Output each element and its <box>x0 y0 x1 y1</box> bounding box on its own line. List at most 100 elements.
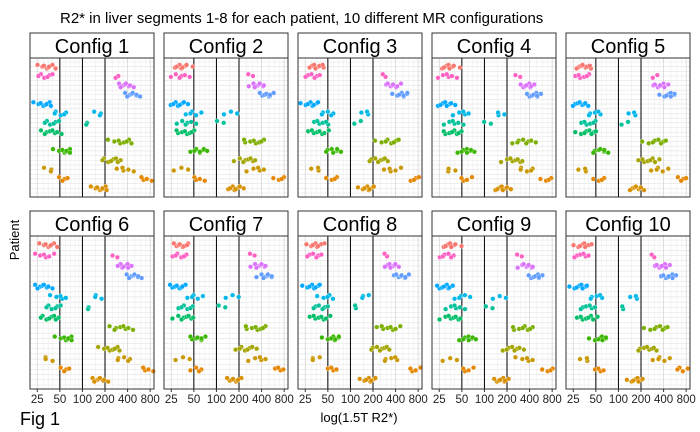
data-point <box>245 71 251 77</box>
data-point <box>279 176 285 182</box>
data-point <box>524 91 530 97</box>
data-point <box>572 129 578 135</box>
data-point <box>173 71 179 77</box>
data-point <box>222 304 228 310</box>
data-point <box>65 175 71 181</box>
data-point <box>464 150 470 156</box>
data-point <box>454 357 460 363</box>
data-point <box>83 122 89 128</box>
data-point <box>393 168 399 173</box>
data-point <box>114 166 120 172</box>
x-axis-label: log(1.5T R2*) <box>320 410 397 425</box>
data-point <box>680 368 686 374</box>
data-point <box>323 175 329 181</box>
data-point <box>665 324 670 330</box>
data-point <box>530 264 536 270</box>
data-point <box>100 157 105 163</box>
data-point <box>333 367 339 372</box>
data-point <box>53 317 59 322</box>
data-point <box>312 75 318 81</box>
data-point <box>46 316 52 322</box>
data-point <box>61 111 67 117</box>
data-point <box>636 348 641 353</box>
data-point <box>223 295 229 301</box>
data-point <box>38 315 44 321</box>
data-point <box>258 139 264 144</box>
data-point <box>145 367 151 372</box>
data-point <box>587 63 593 69</box>
data-point <box>139 275 145 281</box>
data-point <box>641 187 647 193</box>
data-point <box>137 94 143 99</box>
data-point <box>117 348 122 353</box>
data-point <box>384 344 390 350</box>
data-point <box>131 84 137 90</box>
data-point <box>444 103 450 109</box>
data-point <box>97 375 103 381</box>
data-point <box>382 358 388 364</box>
data-point <box>661 358 667 364</box>
data-point <box>243 323 249 329</box>
data-point <box>94 184 100 190</box>
data-point <box>660 327 666 333</box>
data-point <box>244 168 249 174</box>
data-point <box>105 379 111 385</box>
data-point <box>319 335 325 340</box>
data-point <box>658 140 664 146</box>
data-point <box>401 93 407 99</box>
data-point <box>435 75 441 81</box>
data-point <box>363 377 369 383</box>
data-point <box>174 283 180 289</box>
data-point <box>448 254 454 260</box>
data-point <box>91 109 97 115</box>
data-point <box>593 128 599 134</box>
data-point <box>125 265 131 271</box>
data-point <box>315 99 321 105</box>
panel: Config 8 25 50 100 200 400 800 <box>297 210 428 406</box>
data-point <box>174 64 180 70</box>
data-point <box>683 175 689 181</box>
data-point <box>584 283 590 289</box>
data-point <box>580 285 586 291</box>
data-point <box>635 157 641 163</box>
data-point <box>509 140 515 146</box>
data-point <box>441 284 447 290</box>
data-point <box>311 313 317 319</box>
data-point <box>326 127 332 133</box>
data-point <box>500 187 506 193</box>
data-point <box>514 139 520 145</box>
data-point <box>446 166 452 172</box>
data-point <box>305 101 311 107</box>
data-point <box>665 166 671 172</box>
data-point <box>244 347 250 353</box>
data-point <box>179 304 184 310</box>
x-tick-label: 800 <box>543 394 562 406</box>
data-point <box>186 313 192 319</box>
data-point <box>313 66 318 71</box>
data-point <box>521 261 527 267</box>
data-point <box>195 296 201 302</box>
data-point <box>440 253 446 259</box>
data-point <box>41 63 47 69</box>
x-tick-label: 100 <box>475 394 494 406</box>
data-point <box>330 150 336 156</box>
data-point <box>327 313 333 319</box>
data-point <box>648 168 654 173</box>
data-point <box>660 168 666 174</box>
data-point <box>317 282 323 288</box>
data-point <box>250 73 256 79</box>
data-point <box>663 138 669 144</box>
data-point <box>304 253 310 259</box>
data-point <box>471 149 477 155</box>
data-point <box>57 293 63 299</box>
data-point <box>171 168 177 173</box>
data-point <box>233 186 239 192</box>
data-point <box>649 252 655 258</box>
data-point <box>460 109 466 115</box>
data-point <box>449 129 455 135</box>
data-point <box>270 175 276 181</box>
data-point <box>456 130 462 136</box>
data-point <box>167 282 173 288</box>
data-point <box>462 306 468 312</box>
data-point <box>169 316 175 322</box>
